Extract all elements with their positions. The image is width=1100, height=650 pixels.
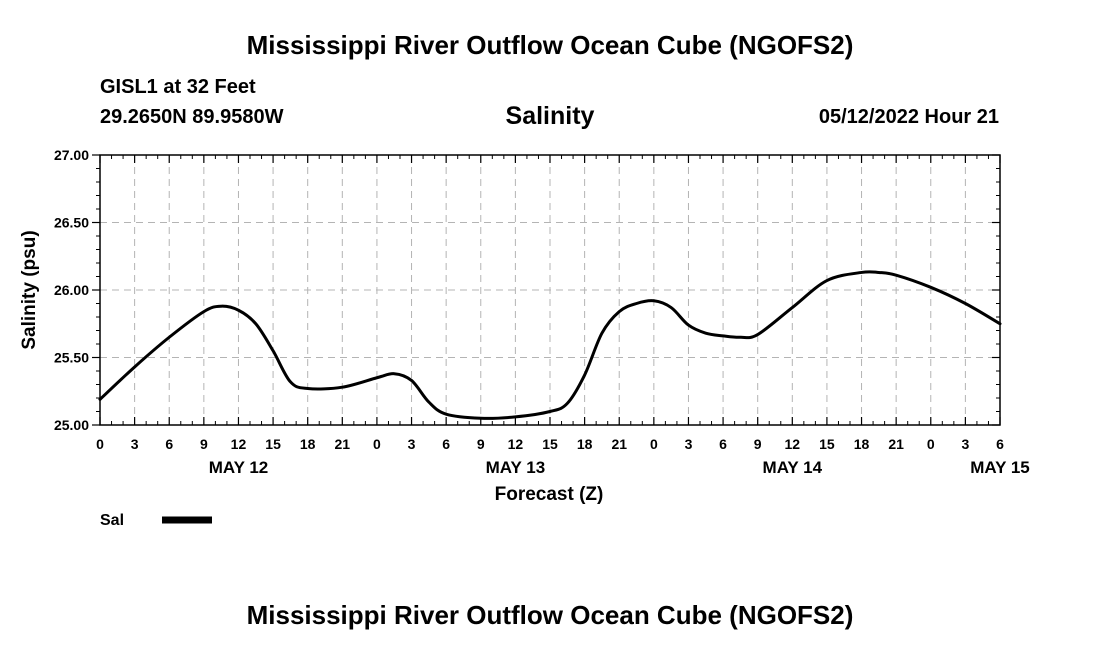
axis-labels: 0 3 6 9 12 15 18 21 0 3 6 9 12 15 18 21 0 3 6 9 12 15 18 21 0 3 6 M… — [54, 147, 1030, 477]
x-tick-label: 18 — [854, 436, 870, 452]
y-tick-label: 25.00 — [54, 417, 89, 433]
station-coords: 29.2650N 89.9580W — [100, 106, 284, 128]
forecast-datetime: 05/12/2022 Hour 21 — [818, 106, 999, 128]
x-axis-title: Forecast (Z) — [495, 484, 604, 505]
x-tick-label: 3 — [408, 436, 416, 452]
x-tick-label: 6 — [442, 436, 450, 452]
x-tick-label: 12 — [785, 436, 801, 452]
y-axis-title: Salinity (psu) — [19, 230, 40, 349]
x-tick-label: 6 — [165, 436, 173, 452]
x-day-label: MAY 15 — [970, 458, 1030, 477]
x-tick-label: 0 — [96, 436, 104, 452]
x-tick-label: 21 — [888, 436, 904, 452]
x-tick-label: 0 — [927, 436, 935, 452]
x-tick-label: 6 — [719, 436, 727, 452]
x-day-label: MAY 12 — [209, 458, 269, 477]
x-tick-label: 9 — [477, 436, 485, 452]
x-tick-label: 0 — [373, 436, 381, 452]
grid — [100, 155, 1000, 425]
x-day-label: MAY 14 — [763, 458, 823, 477]
x-tick-label: 21 — [611, 436, 627, 452]
x-tick-label: 6 — [996, 436, 1004, 452]
x-tick-label: 3 — [685, 436, 693, 452]
x-tick-label: 15 — [819, 436, 835, 452]
x-tick-label: 15 — [542, 436, 558, 452]
footer-title: Mississippi River Outflow Ocean Cube (NG… — [246, 600, 854, 630]
legend-label-sal: Sal — [100, 512, 124, 529]
x-tick-label: 3 — [131, 436, 139, 452]
x-tick-label: 9 — [200, 436, 208, 452]
x-tick-label: 21 — [335, 436, 351, 452]
axis-ticks — [92, 154, 1001, 426]
x-tick-label: 15 — [265, 436, 281, 452]
variable-title: Salinity — [505, 102, 595, 130]
x-tick-label: 18 — [577, 436, 593, 452]
y-tick-label: 26.00 — [54, 282, 89, 298]
x-tick-label: 3 — [961, 436, 969, 452]
x-tick-label: 12 — [231, 436, 247, 452]
y-tick-label: 27.00 — [54, 147, 89, 163]
y-tick-label: 26.50 — [54, 215, 89, 231]
x-tick-label: 0 — [650, 436, 658, 452]
x-tick-label: 18 — [300, 436, 316, 452]
x-day-label: MAY 13 — [486, 458, 546, 477]
salinity-series-line — [98, 270, 1002, 420]
station-label: GISL1 at 32 Feet — [100, 76, 256, 98]
y-tick-label: 25.50 — [54, 350, 89, 366]
chart-title: Mississippi River Outflow Ocean Cube (NG… — [246, 30, 854, 60]
x-tick-label: 9 — [754, 436, 762, 452]
x-tick-label: 12 — [508, 436, 524, 452]
